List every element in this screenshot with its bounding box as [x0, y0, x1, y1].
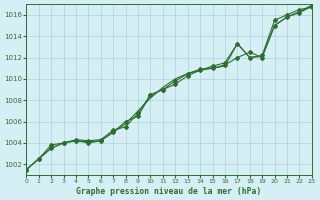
X-axis label: Graphe pression niveau de la mer (hPa): Graphe pression niveau de la mer (hPa) [76, 187, 262, 196]
